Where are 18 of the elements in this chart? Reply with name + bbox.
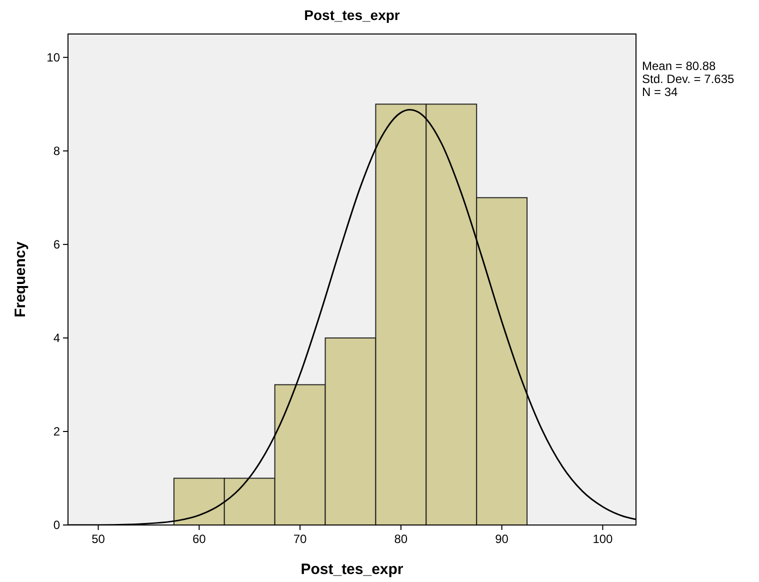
x-tick-label: 90 (495, 532, 509, 546)
x-tick-label: 100 (592, 532, 614, 546)
y-tick-label: 2 (53, 424, 60, 438)
x-tick-label: 70 (293, 532, 308, 546)
text: Std. Dev. = 7.635 (642, 72, 734, 86)
y-axis-title: Frequency (12, 240, 29, 318)
x-tick-label: 80 (394, 532, 408, 546)
y-tick-label: 10 (46, 50, 60, 64)
chart-title: Post_tes_expr (304, 7, 400, 23)
y-tick-label: 4 (53, 330, 60, 345)
y-tick-label: 8 (53, 144, 60, 158)
x-tick-label: 60 (192, 532, 206, 546)
text: Mean = 80.88 (642, 59, 716, 73)
y-tick-label: 6 (53, 237, 60, 252)
text: N = 34 (642, 85, 678, 99)
x-tick-label: 50 (92, 532, 106, 546)
x-axis-title: Post_tes_expr (300, 561, 404, 578)
y-tick-label: 0 (53, 518, 60, 532)
